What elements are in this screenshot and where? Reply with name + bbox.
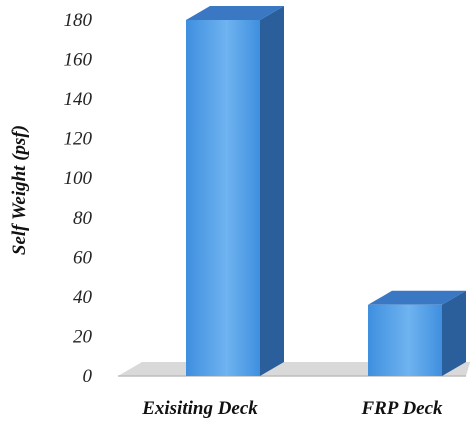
y-tick-label: 60 <box>73 247 93 268</box>
y-tick-label: 120 <box>64 129 93 150</box>
y-tick-label: 0 <box>83 366 93 387</box>
bar-front-face <box>368 304 442 376</box>
bar-frp-deck <box>368 290 466 376</box>
y-axis-title: Self Weight (psf) <box>9 125 30 255</box>
bar-top-face <box>186 6 284 20</box>
y-axis-ticks: 0 20 40 60 80 100 120 140 160 180 <box>64 10 93 387</box>
bar-front-face <box>186 20 260 376</box>
y-tick-label: 80 <box>73 208 93 229</box>
bar-exisiting-deck <box>186 6 284 376</box>
y-tick-label: 20 <box>73 326 93 347</box>
bar-side-face <box>442 290 466 376</box>
y-tick-label: 40 <box>73 287 93 308</box>
bar-top-face <box>368 290 466 305</box>
bars <box>186 6 466 376</box>
x-category-label: FRP Deck <box>360 398 443 419</box>
x-category-label: Exisiting Deck <box>141 398 258 419</box>
y-tick-label: 140 <box>64 89 93 110</box>
bar-side-face <box>260 6 284 376</box>
x-axis-labels: Exisiting Deck FRP Deck <box>141 398 443 419</box>
y-tick-label: 160 <box>64 50 93 71</box>
y-tick-label: 180 <box>64 10 93 31</box>
y-tick-label: 100 <box>64 168 93 189</box>
